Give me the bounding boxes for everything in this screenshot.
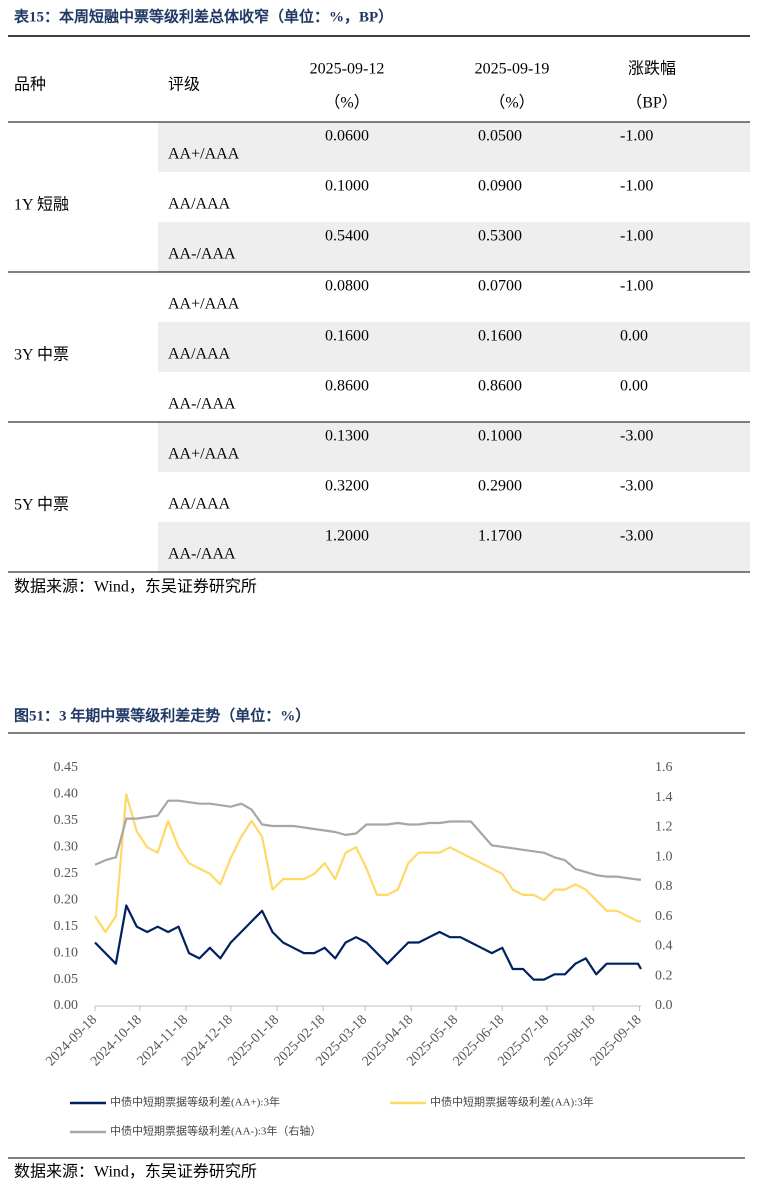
header-cell: 品种 [14,76,46,94]
y-tick-label: 0.05 [54,972,79,987]
y2-tick-label: 0.8 [655,879,673,894]
row-shade [158,222,750,272]
y-tick-label: 0.15 [54,919,79,934]
rating-cell: AA-/AAA [168,246,236,263]
y2-tick-label: 0.2 [655,968,673,983]
value-cell: 0.1600 [325,328,369,345]
value-cell: -3.00 [620,478,653,495]
rating-cell: AA/AAA [168,196,231,213]
value-cell: -3.00 [620,428,653,445]
series-line [94,904,642,981]
rating-cell: AA-/AAA [168,546,236,563]
chart-source: 数据来源：Wind，东吴证券研究所 [14,1163,257,1181]
header-cell: （%） [324,94,369,112]
rating-cell: AA/AAA [168,346,231,363]
legend-label: 中债中短期票据等级利差(AA+):3年 [110,1095,280,1109]
y2-tick-label: 0.0 [655,998,673,1013]
header-cell: 评级 [168,76,200,94]
value-cell: -1.00 [620,278,653,295]
row-shade [158,122,750,172]
value-cell: 0.8600 [325,378,369,395]
group-name: 1Y 短融 [14,196,69,214]
value-cell: 1.1700 [478,528,522,545]
value-cell: -1.00 [620,228,653,245]
y-tick-label: 0.30 [54,840,79,855]
header-cell: （%） [489,94,534,112]
value-cell: 0.0900 [478,178,522,195]
y2-tick-label: 1.0 [655,849,673,864]
table-title: 表15：本周短融中票等级利差总体收窄（单位：%，BP） [14,7,393,25]
y-tick-label: 0.10 [54,945,79,960]
row-shade [158,522,750,572]
y2-tick-label: 0.6 [655,909,673,924]
value-cell: 0.3200 [325,478,369,495]
group-name: 5Y 中票 [14,496,69,514]
y-tick-label: 0.40 [54,787,79,802]
y2-tick-label: 1.6 [655,760,673,775]
y-tick-label: 0.20 [54,892,79,907]
row-shade [158,422,750,472]
value-cell: 0.0800 [325,278,369,295]
table-source: 数据来源：Wind，东吴证券研究所 [14,578,257,596]
header-cell: 2025-09-12 [310,61,385,78]
value-cell: 0.5400 [325,228,369,245]
value-cell: 0.8600 [478,378,522,395]
value-cell: 0.1000 [325,178,369,195]
x-tick-label: 2025-09-18 [588,1012,645,1069]
group-name: 3Y 中票 [14,346,69,364]
y2-tick-label: 1.2 [655,820,673,835]
row-shade [158,322,750,372]
header-cell: 涨跌幅 [628,60,676,78]
value-cell: -1.00 [620,128,653,145]
rating-cell: AA+/AAA [168,296,240,313]
y-tick-label: 0.00 [54,998,79,1013]
y2-tick-label: 1.4 [655,790,673,805]
value-cell: 0.0700 [478,278,522,295]
value-cell: 0.2900 [478,478,522,495]
legend-label: 中债中短期票据等级利差(AA):3年 [430,1095,594,1109]
value-cell: 0.00 [620,328,648,345]
value-cell: 0.0600 [325,128,369,145]
rating-cell: AA/AAA [168,496,231,513]
chart-title: 图51：3 年期中票等级利差走势（单位：%） [14,706,310,724]
value-cell: 0.00 [620,378,648,395]
value-cell: 1.2000 [325,528,369,545]
header-cell: 2025-09-19 [475,61,550,78]
header-cell: （BP） [626,94,678,112]
legend-label: 中债中短期票据等级利差(AA-):3年（右轴） [110,1124,321,1138]
value-cell: 0.1600 [478,328,522,345]
rating-cell: AA+/AAA [168,446,240,463]
y2-tick-label: 0.4 [655,939,673,954]
value-cell: 0.5300 [478,228,522,245]
y-tick-label: 0.45 [54,760,79,775]
series-line [94,793,641,934]
rating-cell: AA-/AAA [168,396,236,413]
value-cell: 0.0500 [478,128,522,145]
value-cell: 0.1000 [478,428,522,445]
rating-cell: AA+/AAA [168,146,240,163]
value-cell: -1.00 [620,178,653,195]
series-line [94,799,641,881]
value-cell: -3.00 [620,528,653,545]
y-tick-label: 0.25 [54,866,79,881]
value-cell: 0.1300 [325,428,369,445]
y-tick-label: 0.35 [54,813,79,828]
